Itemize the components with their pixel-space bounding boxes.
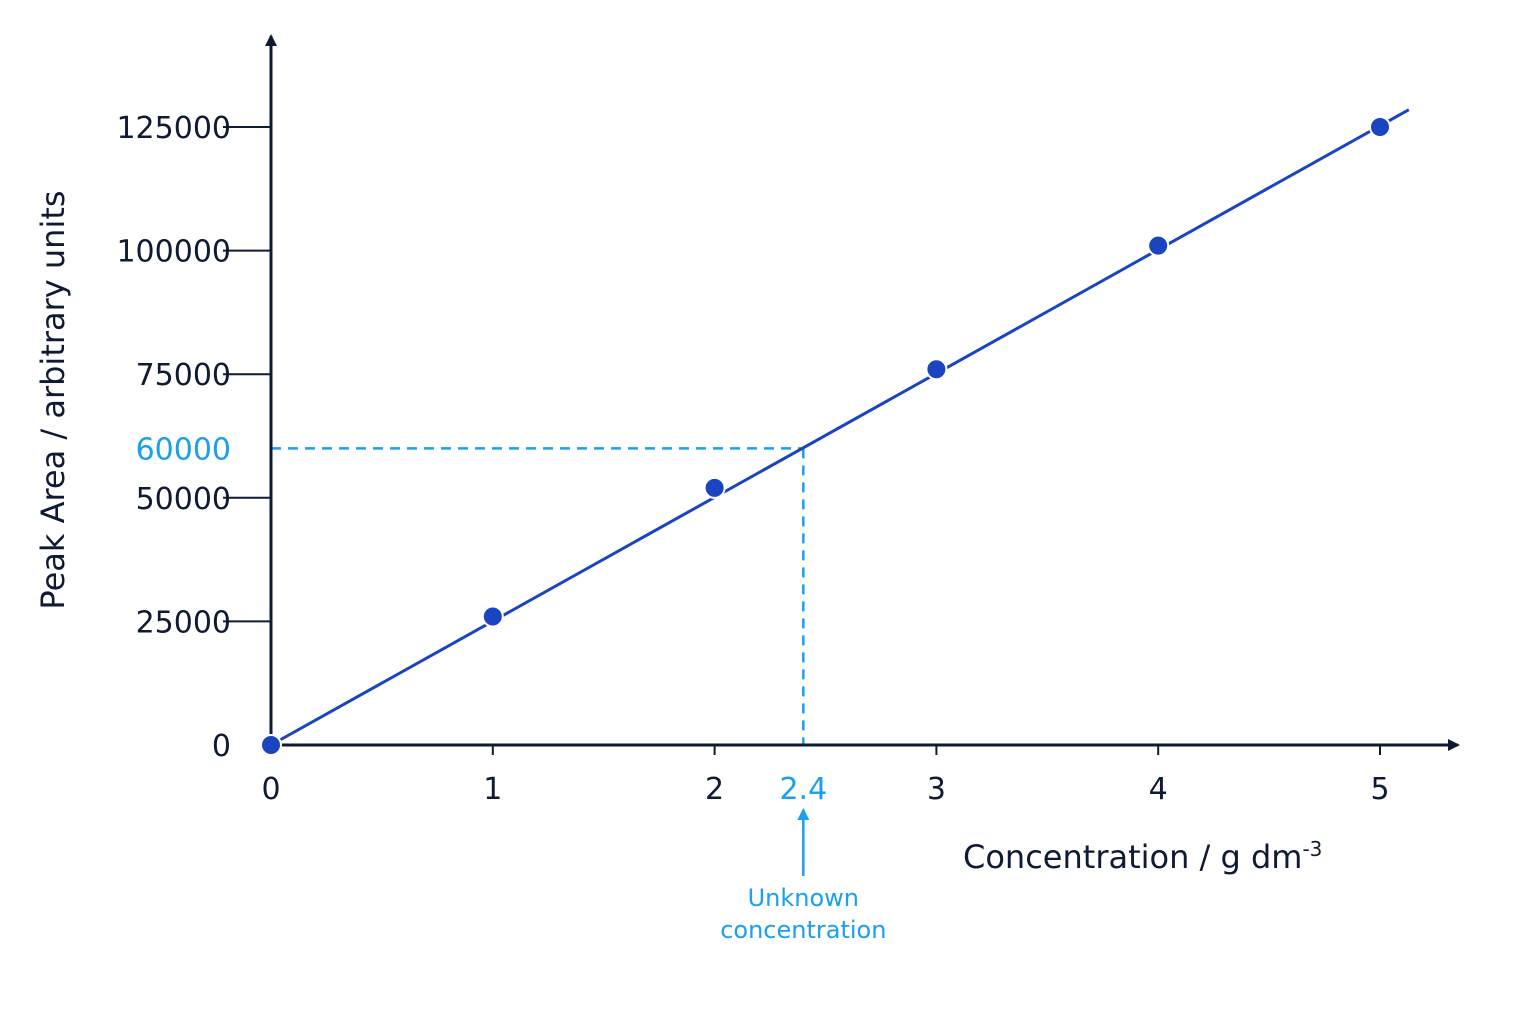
x-tick-label: 2 — [705, 772, 724, 807]
y-tick-label: 25000 — [136, 605, 231, 640]
y-axis-title: Peak Area / arbitrary units — [34, 190, 72, 609]
data-point — [703, 476, 726, 499]
x-tick-label: 4 — [1149, 772, 1168, 807]
x-tick-label: 1 — [483, 772, 502, 807]
y-tick-label: 75000 — [136, 358, 231, 393]
annotation-x-value-label: 2.4 — [779, 772, 827, 807]
data-point — [925, 358, 948, 381]
y-tick-label: 50000 — [136, 482, 231, 517]
data-point — [481, 605, 504, 628]
y-tick-label: 100000 — [116, 235, 231, 270]
data-point — [260, 734, 282, 756]
data-point — [1147, 234, 1170, 257]
x-tick-label: 0 — [261, 772, 280, 807]
data-point — [1369, 116, 1391, 138]
annotation-text-line2: concentration — [720, 916, 886, 944]
x-axis-title: Concentration / g dm-3 — [963, 837, 1322, 876]
best-fit-line — [270, 108, 1410, 747]
y-tick-label: 125000 — [116, 111, 231, 146]
x-tick-label: 3 — [927, 772, 946, 807]
y-tick-label: 0 — [212, 729, 231, 764]
annotation-y-value-label: 60000 — [136, 432, 231, 467]
annotation-text-line1: Unknown — [748, 884, 859, 912]
x-tick-label: 5 — [1370, 772, 1389, 807]
